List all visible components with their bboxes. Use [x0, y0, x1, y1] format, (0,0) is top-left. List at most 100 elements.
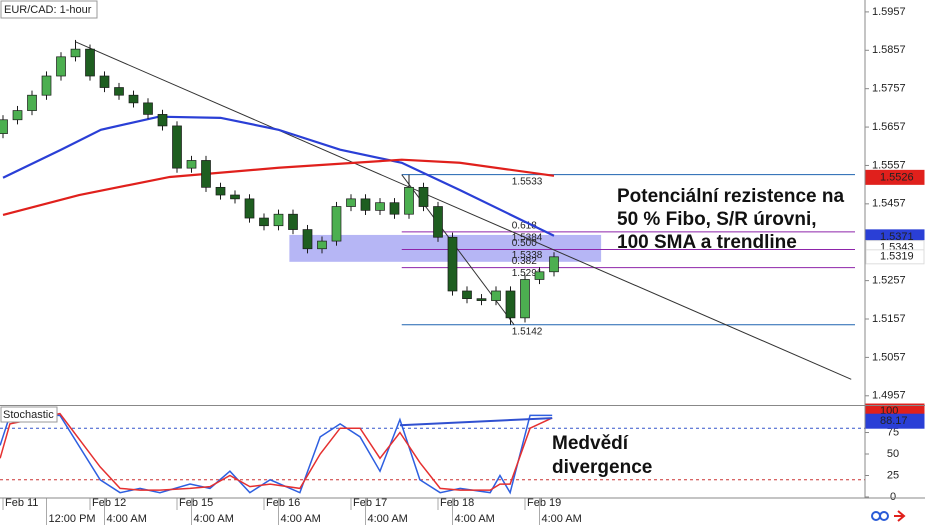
candle-body	[404, 186, 414, 215]
x-tick-label: Feb 18	[440, 497, 474, 509]
axes: 1.5957 1.5857 1.5757 1.5657 1.5557 1.5457 1.53…	[2, 6, 925, 525]
candle-body	[186, 160, 197, 169]
candle-body	[99, 75, 110, 88]
candle-body	[491, 290, 501, 301]
candle-body	[447, 236, 458, 292]
x-tick-label: 12:00 PM	[49, 513, 96, 525]
moving-average	[2, 115, 555, 237]
candle-body	[505, 290, 516, 319]
candle-body	[27, 94, 37, 111]
candle-body	[346, 198, 356, 207]
price-tag	[865, 249, 925, 265]
candle-body	[41, 75, 52, 96]
candle-body	[317, 240, 327, 250]
candle-body	[476, 298, 487, 301]
candle-body	[462, 290, 472, 300]
price-tag-label: 1.5371	[880, 231, 914, 243]
stoch-title-box	[0, 406, 58, 423]
y-tick-label: 50	[887, 448, 899, 460]
stoch-title: Stochastic	[3, 409, 54, 421]
annotation: Potenciální rezistence na	[617, 186, 844, 207]
price-tag	[865, 413, 925, 429]
toolbar-icons[interactable]	[871, 510, 906, 522]
x-tick-label: 4:00 AM	[280, 513, 320, 525]
x-tick-label: Feb 16	[266, 497, 300, 509]
candle-body	[12, 110, 23, 121]
candle-body	[302, 229, 313, 250]
candle-body	[331, 206, 342, 242]
candle-body	[230, 194, 240, 200]
annotation: divergence	[552, 457, 652, 478]
x-tick-label: 4:00 AM	[541, 513, 581, 525]
y-tick-label: 1.5557	[872, 159, 906, 171]
y-tick-label: 1.5957	[872, 6, 906, 18]
candle-body	[215, 186, 226, 196]
y-tick-label: 1.5157	[872, 313, 906, 325]
candle-body	[114, 87, 124, 96]
x-tick-label: 4:00 AM	[367, 513, 407, 525]
x-tick-label: Feb 12	[92, 497, 126, 509]
candle-body	[56, 56, 66, 77]
candle-body	[360, 198, 371, 211]
stoch-line	[0, 414, 553, 495]
share-icon[interactable]	[894, 510, 906, 522]
candle-body	[549, 256, 559, 273]
title-box	[0, 0, 98, 19]
candle-body	[201, 160, 211, 188]
y-tick-label: 1.4957	[872, 390, 906, 402]
fib-price-label: 1.5142	[512, 326, 543, 337]
candle-body	[288, 213, 298, 230]
moving-average	[2, 158, 555, 217]
price-tag-label: 1.5319	[880, 251, 914, 263]
x-tick-label: 4:00 AM	[194, 513, 234, 525]
x-tick-label: Feb 15	[179, 497, 213, 509]
x-tick-label: Feb 17	[353, 497, 387, 509]
fib-ratio-label: 0.382	[512, 256, 537, 267]
fib-ratio-label: 0.618	[512, 221, 537, 232]
link-icon[interactable]	[879, 511, 889, 521]
candle-body	[172, 125, 182, 169]
fib-ratio-label: 0.500	[512, 238, 537, 249]
y-tick-label: 1.5057	[872, 351, 906, 363]
stoch-line	[0, 412, 553, 491]
divergence-line	[399, 417, 553, 427]
x-tick-label: 4:00 AM	[107, 513, 147, 525]
candle-body	[534, 271, 545, 280]
stochastic-panel	[0, 412, 865, 495]
price-tag-label: 1.5526	[880, 171, 914, 183]
y-tick-label: 75	[887, 426, 899, 438]
fib-price-label: 1.5338	[512, 250, 543, 261]
y-tick-label: 1.5757	[872, 83, 906, 95]
x-tick-label: Feb 19	[527, 497, 561, 509]
y-tick-label: 0	[890, 491, 896, 503]
candle-body	[273, 213, 284, 227]
candle-body	[128, 94, 139, 104]
candle-body	[375, 202, 385, 211]
annotation: 100 SMA a trendline	[617, 232, 797, 253]
candle-body	[0, 119, 8, 134]
y-tick-label: 1.5257	[872, 275, 906, 287]
x-tick-label: 4:00 AM	[454, 513, 494, 525]
y-tick-label: 25	[887, 469, 899, 481]
x-tick-label: Feb 11	[5, 497, 38, 509]
price-panel: 1.55331.51420.6181.53840.5001.53380.3821…	[0, 39, 855, 380]
y-tick-label: 1.5657	[872, 121, 906, 133]
candle-body	[259, 217, 269, 227]
candle-body	[418, 186, 429, 207]
price-tag-label: 88.17	[880, 415, 908, 427]
price-tag	[865, 169, 925, 185]
candle-body	[244, 198, 255, 219]
candle-body	[433, 206, 443, 238]
fib-price-label: 1.5533	[512, 176, 543, 187]
candle-body	[143, 102, 153, 115]
y-tick-label: 1.5457	[872, 198, 906, 210]
candle-body	[520, 279, 530, 319]
candle-body	[389, 202, 400, 215]
candle-body	[157, 114, 168, 127]
annotation: 50 % Fibo, S/R úrovni,	[617, 209, 817, 230]
candle-body	[70, 48, 81, 58]
candle-body	[85, 48, 95, 77]
chart-title: EUR/CAD: 1-hour	[4, 4, 92, 16]
